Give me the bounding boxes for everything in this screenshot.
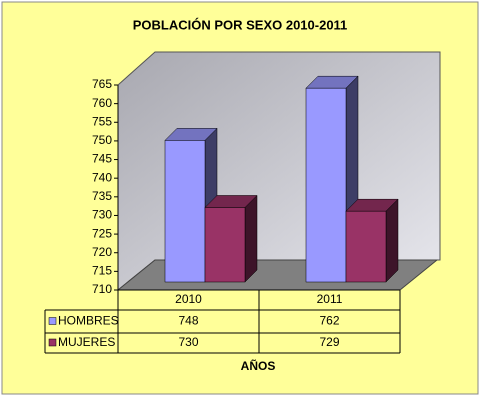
y-tick-label: 760	[92, 96, 112, 110]
y-tick-label: 745	[92, 152, 112, 166]
y-tick-label: 735	[92, 189, 112, 203]
legend-label: MUJERES	[58, 335, 115, 349]
x-tick-label: 2010	[175, 292, 202, 306]
bar	[204, 207, 246, 283]
bar	[305, 87, 347, 283]
y-tick-label: 720	[92, 245, 112, 259]
legend-key	[48, 317, 57, 325]
y-tick-label: 725	[92, 226, 112, 240]
x-axis-title: AÑOS	[241, 358, 276, 373]
chart-title: POBLACIÓN POR SEXO 2010-2011	[133, 17, 348, 32]
legend-key	[48, 338, 57, 347]
y-tick-label: 750	[92, 133, 112, 147]
y-tick-label: 710	[92, 282, 112, 296]
legend-label: HOMBRES	[58, 314, 119, 328]
table-value: 729	[319, 335, 339, 349]
x-tick-label: 2011	[317, 292, 343, 306]
y-tick-label: 715	[92, 264, 112, 278]
bar	[345, 210, 387, 283]
y-tick-label: 755	[92, 114, 112, 128]
bar-side	[244, 194, 258, 283]
bar-side	[385, 198, 399, 283]
y-tick-label: 740	[92, 170, 112, 184]
y-tick-label: 730	[92, 208, 112, 222]
table-value: 730	[178, 335, 198, 349]
table-value: 748	[178, 314, 198, 328]
y-tick-label: 765	[92, 77, 112, 91]
bar	[164, 140, 206, 283]
table-value: 762	[319, 314, 339, 328]
